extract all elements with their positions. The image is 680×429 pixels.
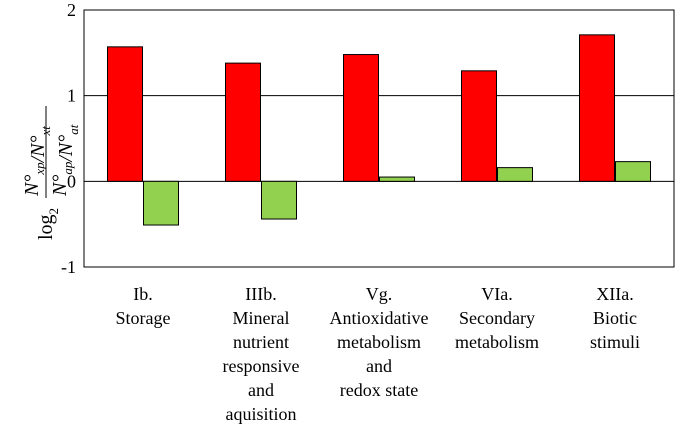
y-tick-label: 2 [67, 0, 76, 20]
y-tick-label: -1 [61, 257, 76, 277]
svg-text:log2: log2 [35, 208, 61, 240]
plot-frame [83, 9, 675, 268]
series-red-bar-2 [343, 54, 379, 182]
y-tick-label: 0 [67, 171, 76, 191]
category-label-4: XIIa. Biotic stimuli [590, 284, 640, 352]
category-label-2: Vg. Antioxidative metabolism and redox state [330, 284, 429, 400]
series-green-bar-0 [143, 180, 179, 226]
series-red-bar-1 [225, 62, 261, 182]
series-green-bar-4 [615, 161, 651, 182]
y-tick-label: 1 [67, 86, 76, 106]
series-red-bar-0 [107, 46, 143, 182]
series-red-bar-3 [461, 70, 497, 182]
category-label-3: VIa. Secondary metabolism [455, 284, 539, 352]
series-green-bar-1 [261, 180, 297, 220]
category-label-0: Ib. Storage [116, 284, 171, 328]
series-green-bar-3 [497, 167, 533, 182]
svg-text:N°ap/N°at: N°ap/N°at [49, 124, 81, 197]
series-green-bar-2 [379, 176, 415, 182]
category-label-1: IIIb. Mineral nutrient responsive and aquisit… [223, 284, 300, 424]
series-red-bar-4 [579, 34, 615, 182]
